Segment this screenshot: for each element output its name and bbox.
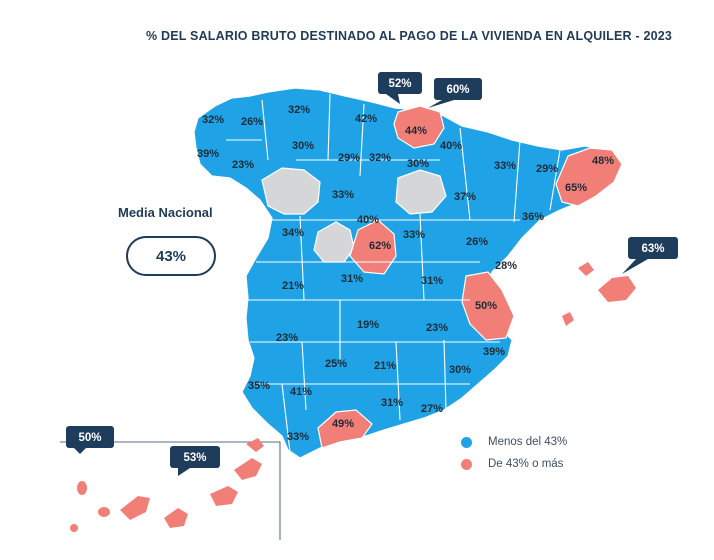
- legend-item-above: De 43% o más: [461, 458, 563, 470]
- callout-pointer: [622, 259, 648, 274]
- province-value-label: 50%: [475, 300, 497, 312]
- province-value-label: 27%: [421, 403, 443, 415]
- legend-label-below: Menos del 43%: [488, 436, 568, 448]
- no-data-zamora: [261, 167, 321, 215]
- callout-value: 52%: [388, 78, 411, 90]
- callout-pointer: [178, 468, 190, 476]
- region-madrid: [349, 219, 397, 275]
- callout-box: [628, 237, 678, 259]
- province-value-label: 34%: [282, 227, 304, 239]
- province-value-label: 41%: [290, 386, 312, 398]
- media-nacional-label: Media Nacional: [118, 205, 213, 220]
- province-labels: 32% 26% 32% 42% 44% 39% 23% 30% 29% 32% 30% 40% 33% 2…: [197, 104, 614, 443]
- province-value-label: 31%: [421, 275, 443, 287]
- callout-box: [170, 446, 220, 468]
- province-value-label: 65%: [565, 182, 587, 194]
- callout-gipuzkoa: 52%: [378, 72, 422, 104]
- province-value-label: 39%: [483, 346, 505, 358]
- callout-santa-cruz-de-tenerife: 53%: [170, 446, 220, 476]
- callout-value: 60%: [446, 84, 469, 96]
- province-value-label: 30%: [407, 158, 429, 170]
- legend-dot-above: [461, 458, 472, 470]
- province-value-label: 62%: [369, 240, 391, 252]
- media-nacional-value: 43%: [126, 236, 216, 276]
- province-value-label: 40%: [440, 140, 462, 152]
- callout-pointer: [74, 448, 86, 454]
- province-value-label: 42%: [355, 113, 377, 125]
- province-value-label: 33%: [403, 229, 425, 241]
- province-value-label: 29%: [536, 163, 558, 175]
- no-data-avila: [313, 221, 355, 263]
- map-title: % DEL SALARIO BRUTO DESTINADO AL PAGO DE…: [146, 29, 673, 43]
- callout-illes-balears: 63%: [622, 237, 678, 274]
- province-value-label: 33%: [494, 160, 516, 172]
- province-value-label: 35%: [248, 380, 270, 392]
- province-borders: [226, 93, 561, 453]
- province-value-label: 31%: [341, 273, 363, 285]
- callout-value: 50%: [78, 432, 101, 444]
- province-value-label: 32%: [288, 104, 310, 116]
- province-value-label: 36%: [522, 211, 544, 223]
- balearic-islands: [562, 262, 636, 326]
- callout-value: 63%: [641, 243, 664, 255]
- legend-dot-below: [461, 436, 472, 448]
- province-value-label: 39%: [197, 148, 219, 160]
- province-value-label: 31%: [381, 397, 403, 409]
- region-malaga: [317, 409, 373, 449]
- callout-pointer: [386, 94, 400, 104]
- province-value-label: 37%: [454, 191, 476, 203]
- province-value-label: 26%: [466, 236, 488, 248]
- region-girona-barcelona: [555, 147, 623, 207]
- province-value-label: 30%: [292, 140, 314, 152]
- province-value-label: 32%: [369, 152, 391, 164]
- callout-las-palmas: 50%: [66, 426, 114, 454]
- province-value-label: 28%: [495, 260, 517, 272]
- province-value-label: 23%: [276, 332, 298, 344]
- canary-inset-border: [60, 441, 281, 540]
- no-data-soria: [395, 169, 447, 215]
- province-value-label: 33%: [332, 189, 354, 201]
- province-value-label: 40%: [357, 214, 379, 226]
- callout--lava: 60%: [428, 78, 482, 108]
- legend-item-below: Menos del 43%: [461, 436, 567, 448]
- province-value-label: 44%: [405, 125, 427, 137]
- callout-box: [66, 426, 114, 448]
- province-value-label: 48%: [592, 155, 614, 167]
- callouts: 52% 60% 63% 50% 53%: [66, 72, 678, 476]
- province-value-label: 30%: [449, 364, 471, 376]
- province-value-label: 32%: [202, 114, 224, 126]
- province-value-label: 21%: [374, 360, 396, 372]
- province-value-label: 49%: [332, 418, 354, 430]
- province-value-label: 26%: [241, 116, 263, 128]
- region-valencia: [461, 271, 515, 341]
- callout-box: [434, 78, 482, 100]
- province-value-label: 29%: [338, 152, 360, 164]
- canary-islands: [70, 438, 264, 532]
- province-value-label: 23%: [426, 322, 448, 334]
- callout-box: [378, 72, 422, 94]
- province-value-label: 19%: [357, 319, 379, 331]
- province-value-label: 25%: [325, 358, 347, 370]
- callout-value: 53%: [183, 452, 206, 464]
- province-value-label: 33%: [287, 431, 309, 443]
- province-value-label: 23%: [232, 159, 254, 171]
- province-value-label: 21%: [282, 280, 304, 292]
- legend-label-above: De 43% o más: [488, 458, 564, 470]
- callout-pointer: [428, 100, 454, 108]
- region-bizkaia: [393, 105, 445, 149]
